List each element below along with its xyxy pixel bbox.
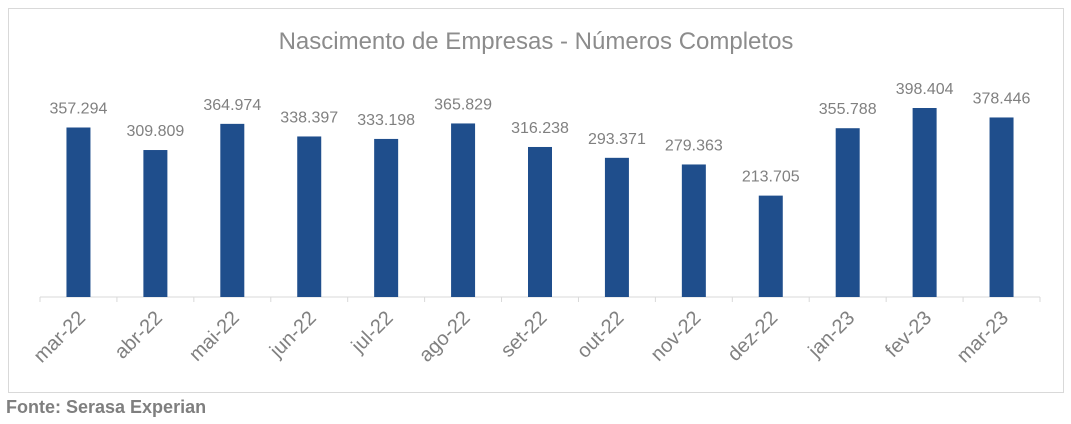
x-tick-label-out-22: out-22	[573, 307, 629, 363]
bar-set-22	[528, 146, 552, 297]
bar-mar-22	[66, 127, 91, 297]
data-label-nov-22: 279.363	[665, 137, 723, 154]
chart-title: Nascimento de Empresas - Números Complet…	[279, 28, 794, 55]
x-tick-label-mai-22: mai-22	[185, 307, 244, 366]
x-tick-label-dez-22: dez-22	[724, 307, 783, 366]
data-label-fev-23: 398.404	[896, 81, 954, 98]
x-ticks-group	[39, 297, 1041, 302]
data-label-ago-22: 365.829	[434, 96, 492, 113]
source-note: Fonte: Serasa Experian	[6, 397, 207, 417]
data-labels-group: 357.294 309.809 364.974 338.397 333.198 365.8…	[50, 81, 1031, 186]
x-tick-label-abr-22: abr-22	[110, 307, 166, 363]
data-label-jul-22: 333.198	[357, 112, 415, 129]
data-label-dez-22: 213.705	[742, 169, 800, 186]
x-tick-label-jul-22: jul-22	[347, 307, 398, 358]
x-tick-label-set-22: set-22	[497, 307, 552, 362]
data-label-set-22: 316.238	[511, 120, 569, 137]
x-tick-label-ago-22: ago-22	[415, 307, 475, 367]
x-tick-labels-group: mar-22 abr-22 mai-22 jun-22 jul-22 ago-22 set-…	[30, 307, 1013, 367]
bar-nov-22	[681, 164, 706, 297]
data-label-jun-22: 338.397	[280, 109, 338, 126]
x-tick-label-nov-22: nov-22	[647, 307, 706, 366]
data-label-abr-22: 309.809	[126, 123, 184, 140]
data-label-mar-23: 378.446	[973, 90, 1031, 107]
bars-group	[66, 108, 1014, 298]
x-tick-label-mar-22: mar-22	[30, 307, 90, 367]
x-tick-label-mar-23: mar-23	[953, 307, 1013, 367]
x-tick-label-fev-23: fev-23	[881, 307, 936, 362]
bar-jun-22	[297, 136, 322, 297]
bar-ago-22	[451, 123, 476, 298]
chart: Nascimento de Empresas - Números Complet…	[30, 28, 1041, 367]
data-label-out-22: 293.371	[588, 131, 646, 148]
data-label-jan-23: 355.788	[819, 101, 877, 118]
bar-out-22	[604, 157, 629, 297]
data-label-mar-22: 357.294	[50, 101, 108, 118]
x-tick-label-jun-22: jun-22	[265, 307, 321, 363]
bar-mar-23	[989, 117, 1014, 298]
data-label-mai-22: 364.974	[203, 97, 261, 114]
bar-dez-22	[758, 195, 783, 297]
x-tick-label-jan-23: jan-23	[804, 307, 860, 363]
bar-jul-22	[374, 138, 399, 297]
bar-abr-22	[143, 150, 168, 297]
bar-fev-23	[912, 108, 937, 297]
bar-jan-23	[835, 128, 860, 297]
bar-mai-22	[220, 123, 245, 298]
